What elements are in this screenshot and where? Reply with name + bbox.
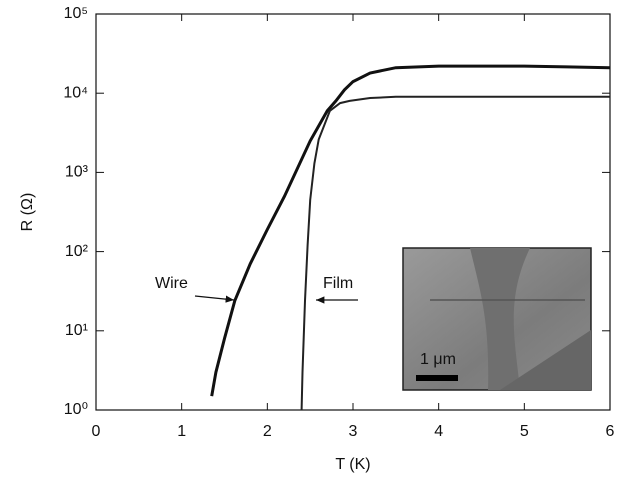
x-axis-label: T (K) [335,456,370,473]
y-tick-label: 10² [65,243,89,260]
scale-label: 1 μm [420,351,456,368]
y-tick-label: 10⁵ [64,5,88,22]
x-tick-label: 5 [520,423,529,440]
series-line [210,64,611,397]
wire-label: Wire [155,275,188,292]
y-tick-label: 10⁴ [63,84,88,101]
y-tick-label: 10⁰ [64,401,88,418]
wire-arrow [194,295,235,303]
series-line [300,95,610,411]
film-label: Film [323,275,353,292]
inset-feature [500,330,591,390]
scale-bar [416,375,458,381]
x-tick-label: 2 [263,423,272,440]
x-tick-label: 1 [177,423,186,440]
y-tick-label: 10³ [65,164,89,181]
inset-feature [470,248,530,390]
y-tick-label: 10¹ [65,322,88,339]
x-tick-label: 3 [349,423,358,440]
x-tick-label: 0 [92,423,101,440]
x-tick-label: 6 [606,423,615,440]
x-tick-label: 4 [434,423,443,440]
inset: 1 μm [402,247,592,391]
y-axis-label: R (Ω) [19,193,36,232]
